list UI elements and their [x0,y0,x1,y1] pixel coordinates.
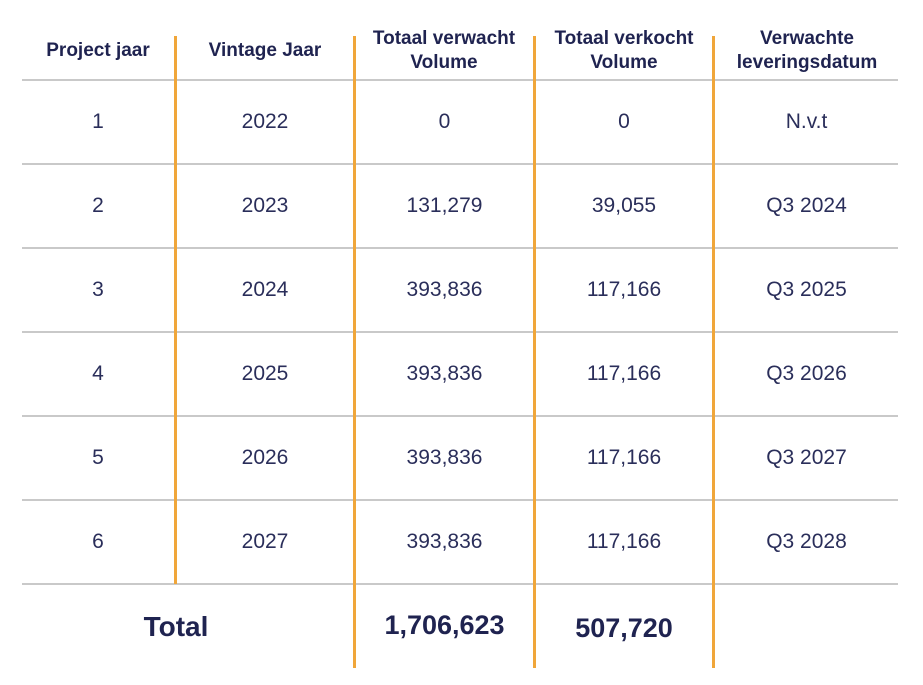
table-cell: 393,836 [406,362,483,385]
table-cell: 2027 [241,530,289,553]
column-divider [353,36,356,668]
header-totaal-verwacht-volume: Totaal verwacht Volume [372,27,516,73]
header-vintage-jaar: Vintage Jaar [208,39,322,61]
table-cell: 3 [92,278,104,301]
column-divider [533,36,536,668]
row-divider [22,79,898,81]
table-cell: 2 [92,194,104,217]
table-cell: 0 [618,110,630,133]
total-expected-volume: 1,706,623 [384,609,505,640]
total-label: Total [143,610,209,642]
table-cell: 393,836 [406,446,483,469]
table-cell: 117,166 [586,278,662,301]
table-cell: 117,166 [586,362,662,385]
row-divider [22,163,898,165]
table-cell: 2024 [241,278,289,301]
table-cell: 117,166 [586,530,662,553]
header-project-jaar: Project jaar [46,39,150,61]
table-cell: 2023 [241,194,289,217]
table-cell: 117,166 [586,446,662,469]
table-cell: 39,055 [591,194,657,217]
header-totaal-verkocht-volume: Totaal verkocht Volume [554,27,694,73]
table-cell: 6 [92,530,104,553]
table-cell: 2026 [241,446,289,469]
row-divider [22,247,898,249]
table-cell: 5 [92,446,104,469]
row-divider [22,415,898,417]
table-cell: 1 [92,110,104,133]
table-cell: 4 [92,362,104,385]
table-cell: 2025 [241,362,289,385]
row-divider [22,499,898,501]
table-cell: Q3 2028 [766,530,847,553]
table-cell: Q3 2025 [766,278,847,301]
table-cell: Q3 2024 [766,194,847,217]
row-divider [22,331,898,333]
column-divider [712,36,715,668]
row-divider [22,583,898,585]
table-cell: 2022 [241,110,289,133]
table-cell: N.v.t [785,110,828,133]
table-cell: 0 [438,110,451,133]
table-cell: 393,836 [406,530,483,553]
header-verwachte-leveringsdatum: Verwachte leveringsdatum [736,27,878,73]
table-cell: 393,836 [406,278,483,301]
column-divider [174,36,177,584]
total-sold-volume: 507,720 [575,612,673,643]
volume-table: Project jaar Vintage Jaar Totaal verwach… [22,22,898,668]
table-cell: 131,279 [406,194,483,217]
table-cell: Q3 2027 [766,446,847,469]
table-cell: Q3 2026 [766,362,847,385]
